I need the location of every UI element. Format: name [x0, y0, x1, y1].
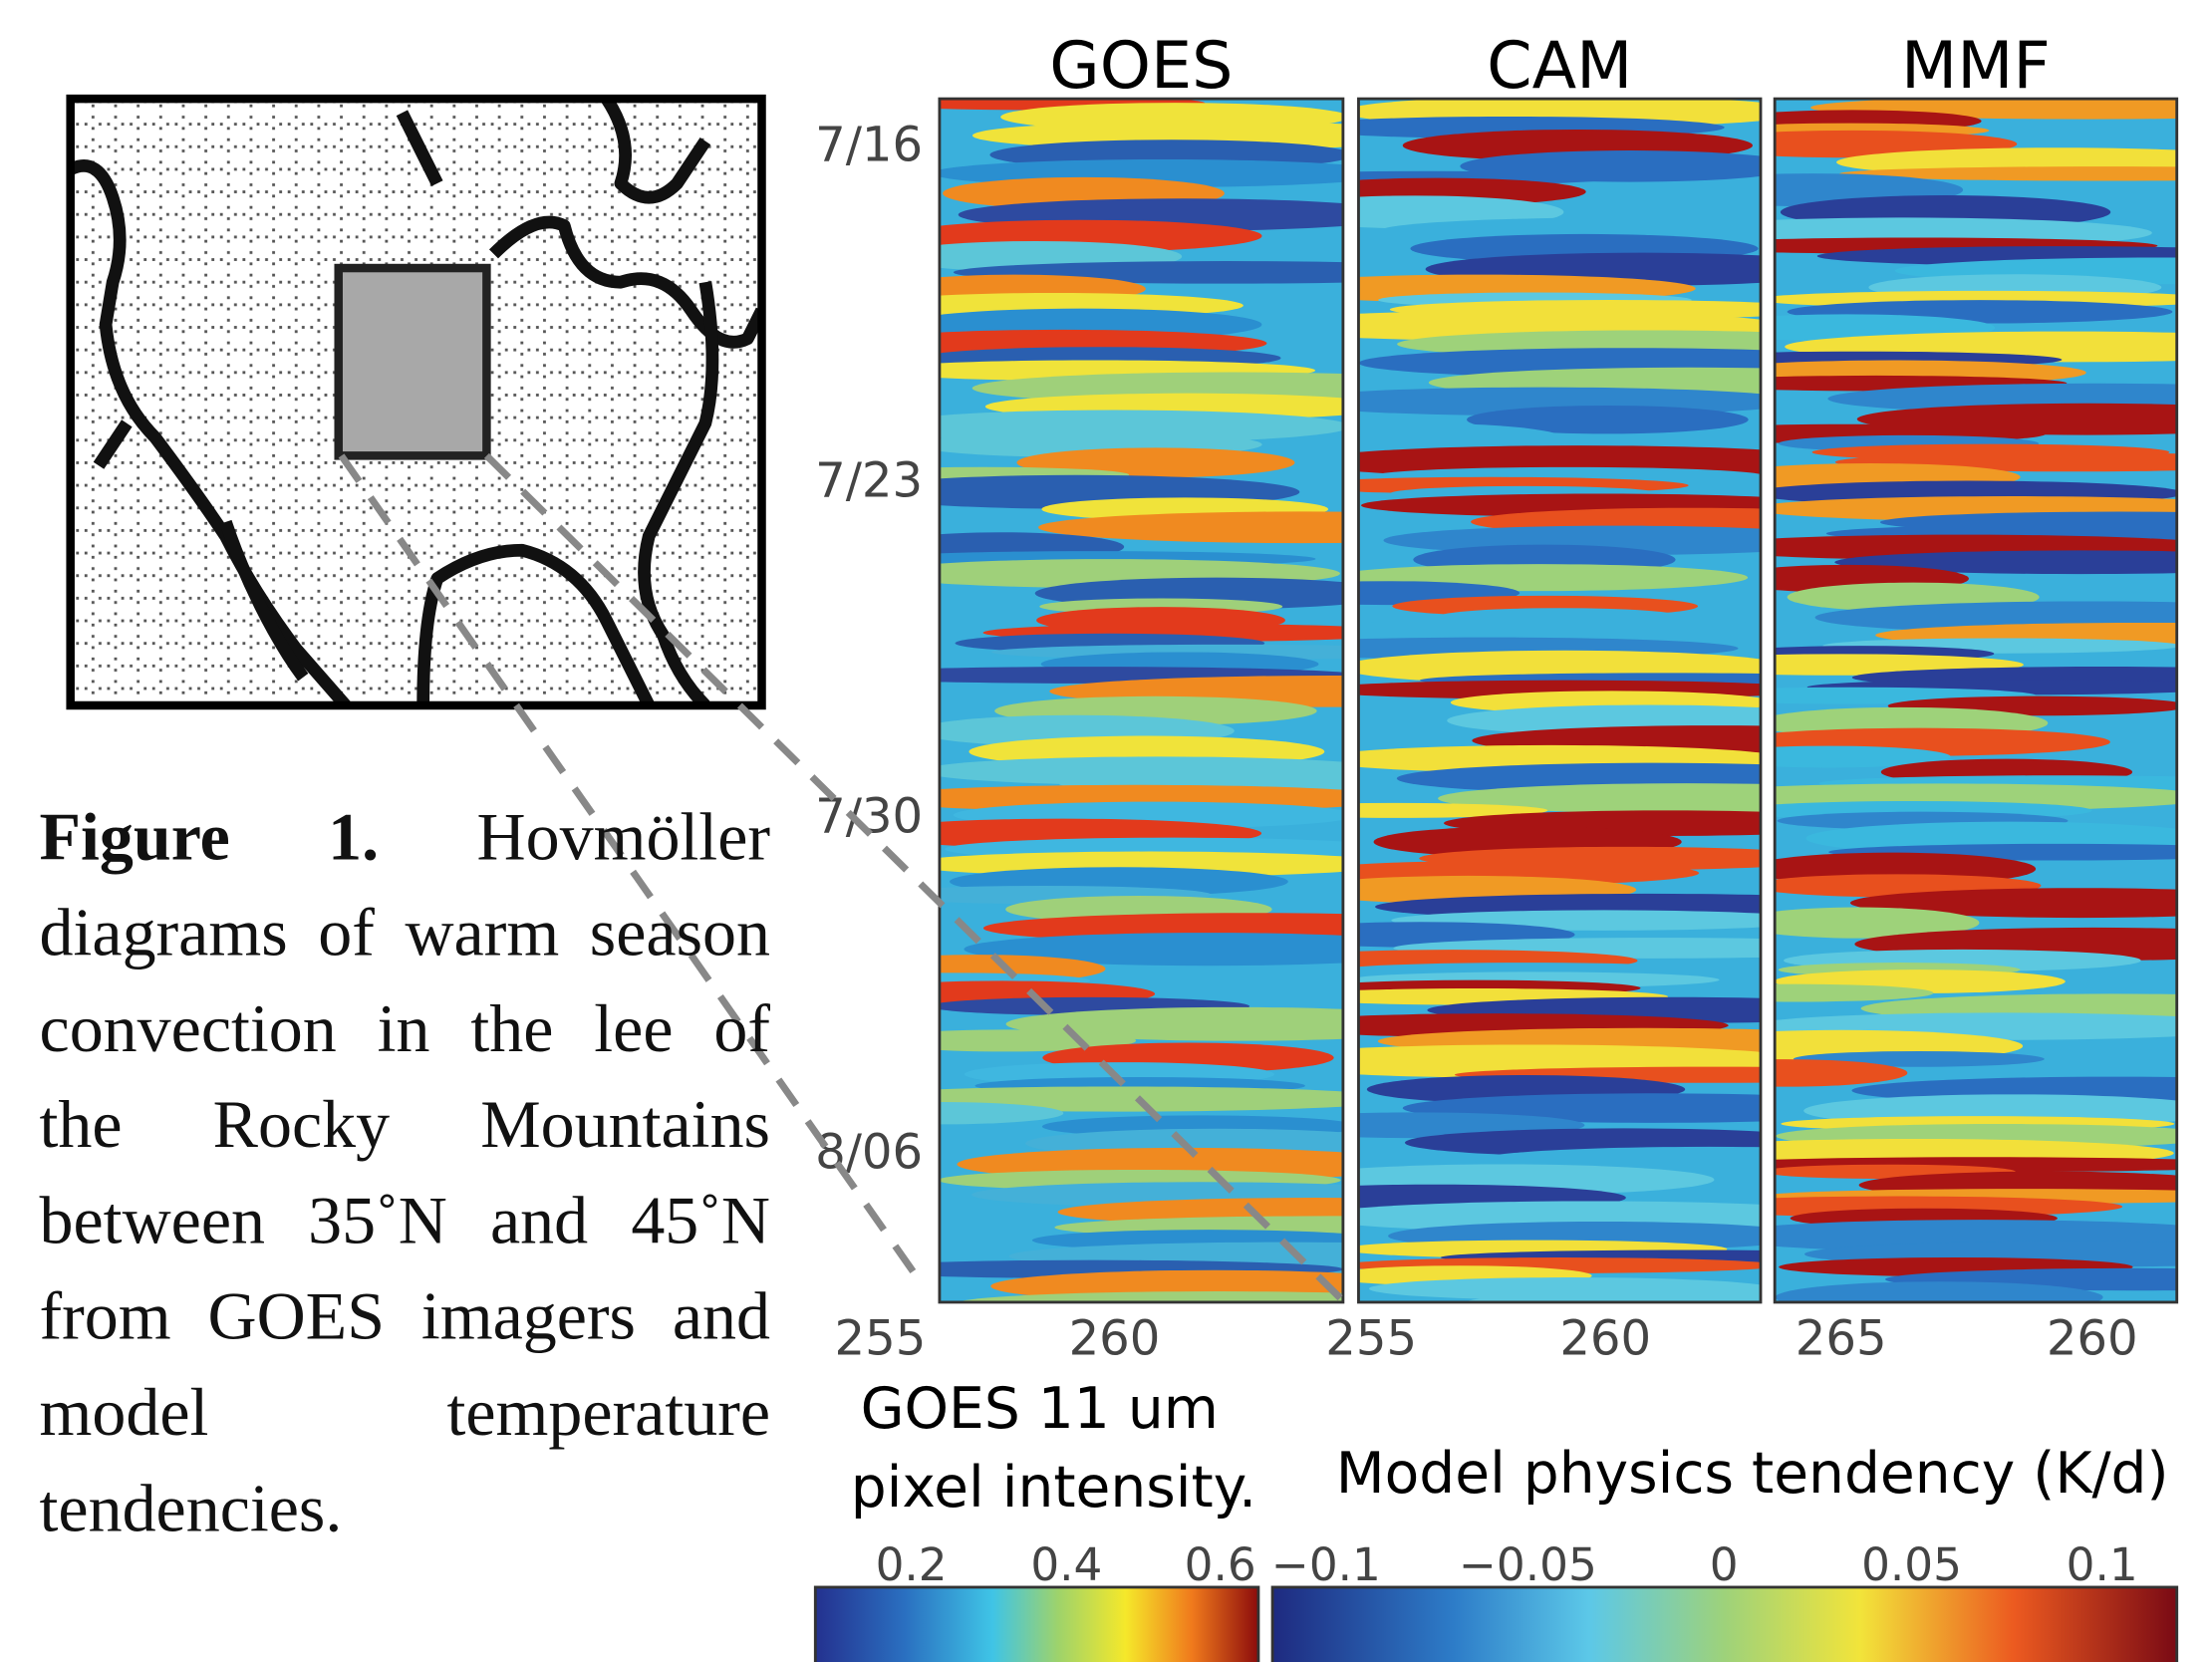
- heatmap-band: [939, 1102, 1064, 1125]
- y-tick-label: 7/16: [815, 117, 923, 172]
- heatmap-band: [1438, 783, 1762, 814]
- heatmap-band: [939, 1086, 1343, 1112]
- y-tick-label: 7/23: [815, 452, 923, 508]
- colorbar-tick-label: 0: [1710, 1538, 1739, 1591]
- panel-title: CAM: [1487, 29, 1632, 104]
- x-tick-label: 265: [1796, 1310, 1887, 1366]
- heatmap-band: [1839, 166, 2177, 181]
- map-inset: [66, 94, 766, 710]
- map-frame: [66, 94, 766, 710]
- heatmap-band: [1775, 907, 1980, 939]
- panel-title: MMF: [1901, 29, 2051, 104]
- colorbar: [1270, 1585, 2179, 1662]
- x-tick-label: 260: [1069, 1310, 1161, 1366]
- heatmap-band: [1775, 1281, 2103, 1302]
- zoom-line: [338, 453, 923, 1283]
- heatmap: [1775, 99, 2177, 1302]
- panel-frame: [938, 97, 1345, 1304]
- colorbar: [813, 1585, 1260, 1662]
- heatmap: [939, 99, 1343, 1302]
- x-tick-label: 255: [835, 1310, 927, 1366]
- heatmap-band: [1775, 983, 1934, 1002]
- x-tick-label: 255: [1325, 1310, 1417, 1366]
- colorbar-tick-label: 0.6: [1185, 1538, 1256, 1591]
- colorbar-tick-label: 0.4: [1030, 1538, 1102, 1591]
- coastlines: [70, 99, 762, 705]
- caption: Figure 1. Hovmöller diagrams of warm sea…: [40, 790, 770, 1557]
- colorbar-tick-label: 0.05: [1861, 1538, 1962, 1591]
- heatmap-band: [1466, 1290, 1762, 1302]
- heatmap-band: [1850, 888, 2177, 919]
- caption-label: Figure 1.: [39, 799, 380, 875]
- x-tick-label: 260: [1559, 1310, 1651, 1366]
- caption-box: Figure 1. Hovmöller diagrams of warm sea…: [40, 790, 770, 1557]
- caption-text: Hovmöller diagrams of warm season convec…: [39, 799, 771, 1546]
- x-tick-label: 260: [2047, 1310, 2138, 1366]
- colorbar-label: GOES 11 um: [861, 1376, 1219, 1442]
- heatmap-band: [1775, 1059, 1908, 1087]
- heatmap-band: [1775, 745, 1951, 768]
- panel-frame: [1357, 97, 1763, 1304]
- colorbar-tick-label: −0.05: [1459, 1538, 1597, 1591]
- heatmap-band: [1038, 511, 1343, 544]
- heatmap-band: [1467, 405, 1749, 434]
- colorbar-tick-label: 0.1: [2067, 1538, 2138, 1591]
- y-tick-label: 8/06: [815, 1124, 923, 1180]
- colorbar-label: Model physics tendency (K/d): [1336, 1441, 2169, 1507]
- colorbar-tick-label: −0.1: [1271, 1538, 1381, 1591]
- panel-frame: [1773, 97, 2179, 1304]
- heatmap: [1358, 99, 1762, 1302]
- panel-title: GOES: [1049, 29, 1233, 104]
- colorbar-label: pixel intensity.: [851, 1455, 1256, 1521]
- colorbar-tick-label: 0.2: [876, 1538, 948, 1591]
- region-box: [334, 263, 491, 460]
- heatmap-band: [1358, 802, 1548, 818]
- heatmap-band: [957, 1291, 1343, 1302]
- heatmap-band: [964, 933, 1343, 967]
